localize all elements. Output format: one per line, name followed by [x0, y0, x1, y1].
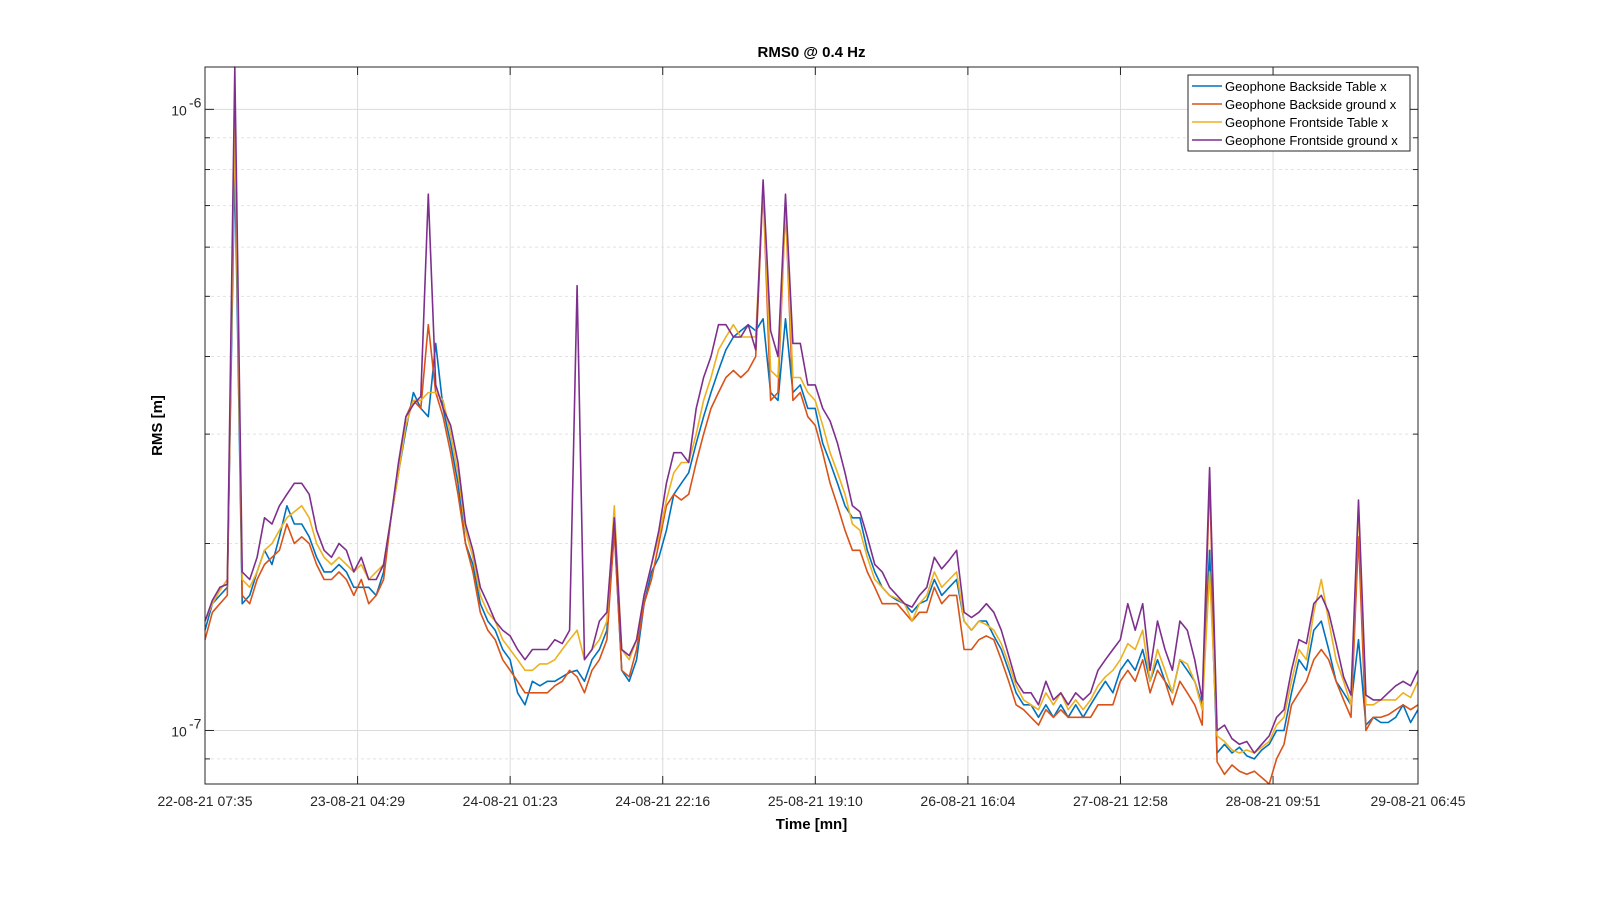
y-tick-label: 10 [171, 723, 187, 739]
x-tick-label: 22-08-21 07:35 [158, 793, 253, 809]
x-tick-label: 23-08-21 04:29 [310, 793, 405, 809]
plot-area [205, 67, 1418, 784]
legend-label: Geophone Backside ground x [1225, 97, 1397, 112]
x-tick-label: 29-08-21 06:45 [1371, 793, 1466, 809]
x-tick-label: 24-08-21 22:16 [615, 793, 710, 809]
chart-title: RMS0 @ 0.4 Hz [758, 44, 866, 61]
legend-box [1187, 74, 1411, 152]
series-group [204, 66, 1419, 785]
series-line-4 [204, 66, 1419, 754]
legend-label: Geophone Frontside Table x [1225, 115, 1389, 130]
y-tick-exponent: -6 [189, 94, 202, 110]
x-axis-label: Time [mn] [776, 816, 847, 833]
x-tick-label: 25-08-21 19:10 [768, 793, 863, 809]
x-tick-label: 28-08-21 09:51 [1226, 793, 1321, 809]
x-tick-label: 27-08-21 12:58 [1073, 793, 1168, 809]
legend-label: Geophone Backside Table x [1225, 79, 1387, 94]
x-tick-label: 26-08-21 16:04 [920, 793, 1015, 809]
axes-frame [204, 66, 1419, 785]
tick-labels: 22-08-21 07:35 23-08-21 04:29 24-08-21 01:… [158, 94, 1466, 809]
y-tick-label: 10 [171, 102, 187, 118]
legend: Geophone Backside Table x Geophone Backsi… [1187, 74, 1411, 152]
y-tick-exponent: -7 [189, 715, 202, 731]
x-tick-label: 24-08-21 01:23 [463, 793, 558, 809]
y-axis-label: RMS [m] [149, 395, 166, 456]
tick-marks [204, 67, 1419, 784]
legend-label: Geophone Frontside ground x [1225, 133, 1398, 148]
